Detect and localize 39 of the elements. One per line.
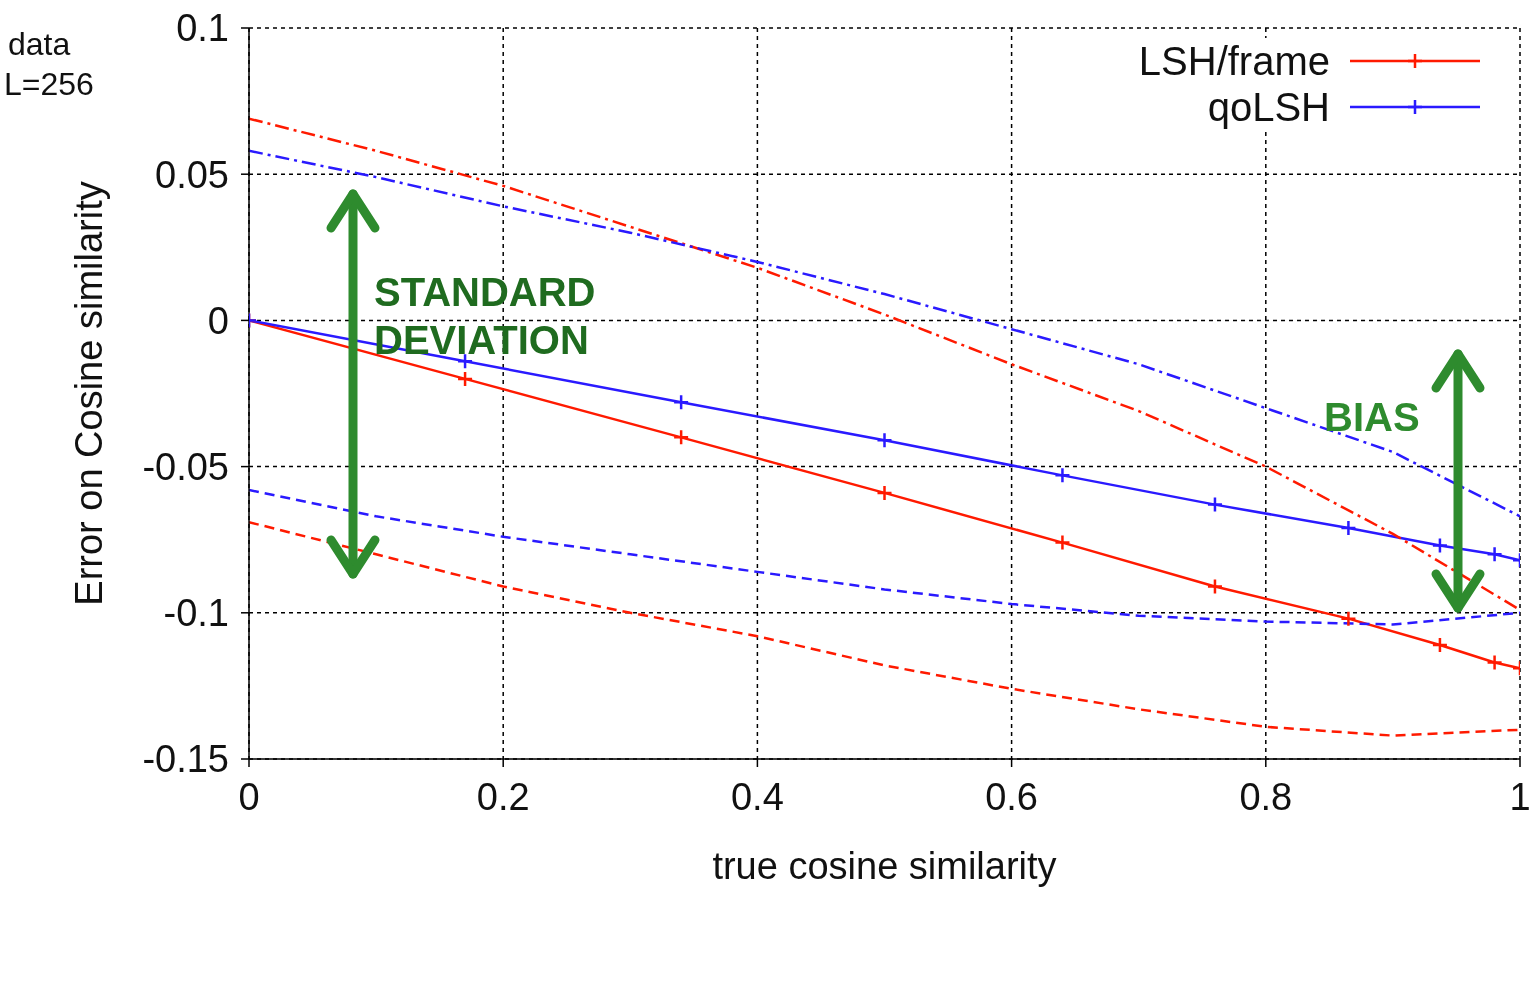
y-tick-label: 0 [207, 299, 229, 342]
legend-label: qoLSH [1207, 84, 1330, 130]
point [1054, 467, 1071, 484]
line-series [249, 520, 1520, 737]
annotation: BIAS [1324, 395, 1420, 440]
point [1486, 546, 1503, 563]
point [456, 353, 474, 370]
point [1340, 610, 1357, 627]
y-tick-label: 0.05 [155, 153, 229, 196]
point [1206, 496, 1224, 513]
line-series [249, 488, 1520, 626]
x-tick-label: 0.8 [1239, 775, 1293, 818]
text: L=256 [4, 66, 94, 103]
y-axis-title: Error on Cosine similarity [68, 181, 111, 606]
point [1486, 654, 1503, 671]
line-series [249, 149, 1520, 518]
point [1431, 636, 1449, 654]
y-tick-label: -0.15 [142, 738, 229, 781]
x-tick-label: 0.4 [730, 775, 784, 818]
text: data [8, 26, 71, 63]
annotation: STANDARD DEVIATION [374, 269, 597, 364]
x-tick-label: 1 [1509, 775, 1531, 818]
x-tick-label: 0.6 [985, 775, 1039, 818]
point [1431, 537, 1449, 554]
point [456, 370, 474, 388]
point [876, 484, 893, 502]
point [1340, 519, 1357, 537]
point [672, 394, 690, 411]
y-tick-label: -0.1 [163, 592, 229, 635]
y-tick-label: -0.05 [142, 446, 229, 489]
legend-label: LSH/frame [1138, 38, 1330, 84]
point [672, 429, 690, 446]
point [876, 432, 893, 449]
y-tick-label: 0.1 [176, 7, 229, 50]
point [1206, 578, 1224, 595]
point [1054, 534, 1071, 551]
x-tick-label: 0 [238, 775, 260, 818]
x-tick-label: 0.2 [476, 775, 530, 818]
x-axis-title: true cosine similarity [712, 845, 1057, 887]
